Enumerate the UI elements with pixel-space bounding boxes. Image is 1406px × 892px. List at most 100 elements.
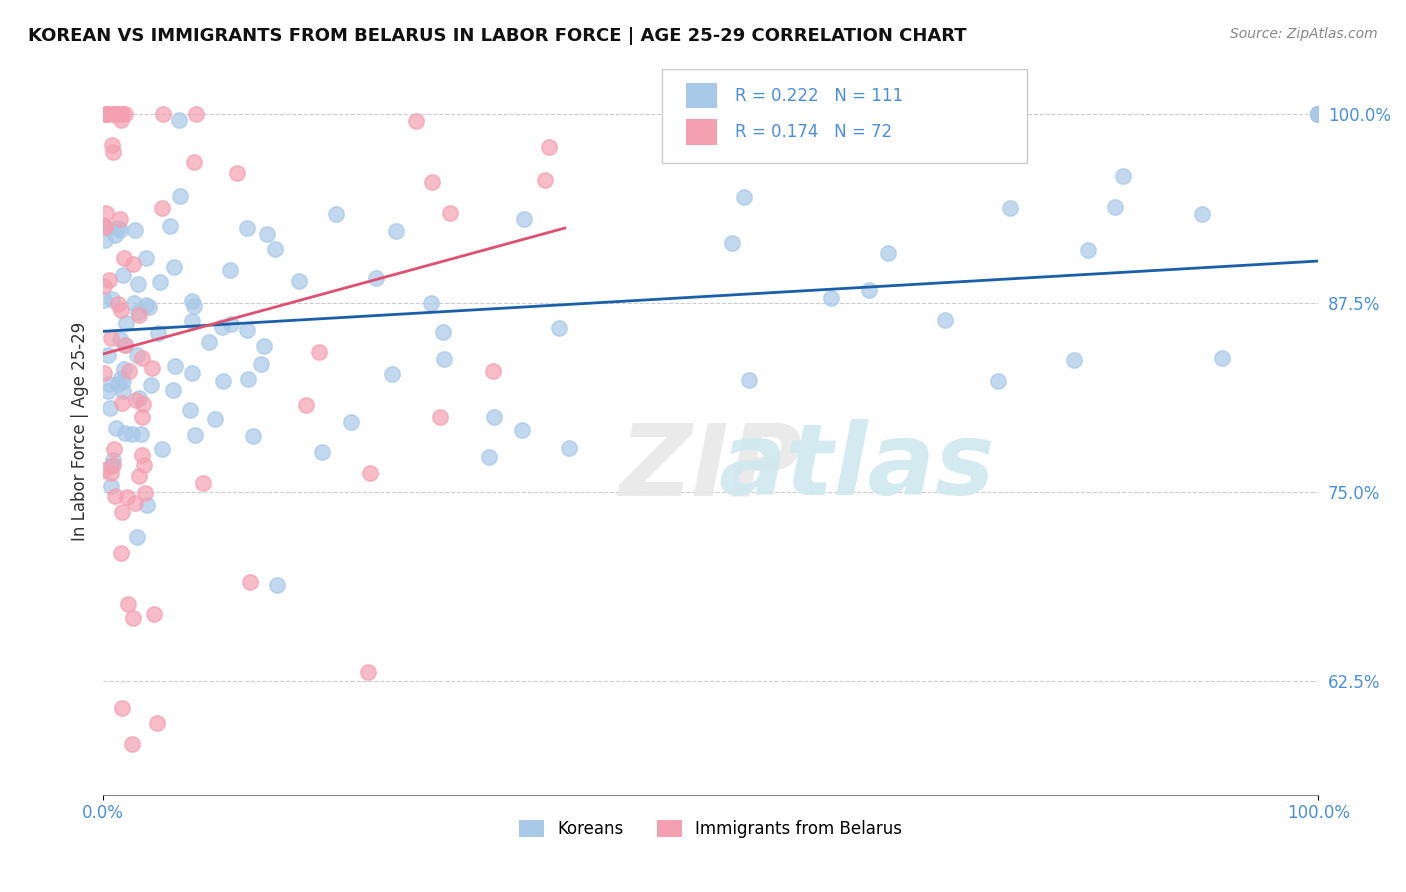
Point [127, 277, 149, 291]
Point [180, 314, 202, 328]
Point [733, 190, 755, 204]
Point [1308, 107, 1330, 121]
Point [141, 361, 163, 376]
Point [128, 391, 150, 405]
Point [98, 401, 121, 415]
Point [236, 221, 259, 235]
Point [295, 398, 318, 412]
Point [115, 316, 138, 330]
Point [110, 505, 132, 519]
Point [105, 107, 128, 121]
Point [169, 188, 191, 202]
Point [211, 374, 233, 388]
Point [184, 107, 207, 121]
Point [107, 107, 129, 121]
Point [114, 426, 136, 441]
Point [138, 301, 160, 315]
Point [104, 227, 127, 242]
Point [128, 469, 150, 483]
Point [405, 113, 427, 128]
Point [114, 107, 136, 121]
Point [122, 296, 145, 310]
Point [184, 428, 207, 442]
Point [1308, 107, 1330, 121]
Point [103, 107, 125, 121]
Point [162, 384, 184, 398]
Point [239, 574, 262, 589]
Point [287, 275, 309, 289]
Point [103, 107, 125, 121]
Point [534, 173, 557, 187]
Point [97, 348, 120, 362]
Point [357, 665, 380, 679]
Point [1308, 107, 1330, 121]
Point [256, 227, 278, 242]
Point [103, 442, 125, 457]
Point [93, 293, 115, 307]
Point [364, 271, 387, 285]
Point [263, 243, 285, 257]
Point [510, 423, 533, 437]
Point [820, 291, 842, 305]
Point [108, 211, 131, 226]
Point [238, 372, 260, 386]
Point [152, 107, 174, 121]
Point [103, 489, 125, 503]
Point [738, 373, 761, 387]
Point [1211, 351, 1233, 365]
Point [97, 384, 120, 398]
Point [1308, 107, 1330, 121]
Point [901, 107, 924, 121]
Point [183, 299, 205, 313]
Point [115, 490, 138, 504]
Point [1308, 107, 1330, 121]
Point [110, 546, 132, 560]
Point [181, 366, 204, 380]
Point [101, 458, 124, 472]
Point [96, 206, 118, 220]
Point [107, 297, 129, 311]
Point [1308, 107, 1330, 121]
Point [114, 338, 136, 352]
Point [934, 313, 956, 327]
Text: R = 0.174   N = 72: R = 0.174 N = 72 [735, 123, 893, 142]
Point [108, 332, 131, 346]
Text: R = 0.222   N = 111: R = 0.222 N = 111 [735, 87, 903, 105]
Point [110, 112, 132, 127]
Point [146, 715, 169, 730]
Point [121, 737, 143, 751]
Point [117, 597, 139, 611]
Point [104, 421, 127, 435]
Point [340, 415, 363, 429]
Point [987, 375, 1010, 389]
Point [139, 378, 162, 392]
Point [93, 278, 115, 293]
Point [482, 364, 505, 378]
Point [1077, 243, 1099, 257]
Point [100, 107, 122, 121]
Point [266, 578, 288, 592]
Point [111, 107, 134, 121]
Point [219, 317, 242, 331]
Point [111, 701, 134, 715]
Point [136, 498, 159, 512]
Point [384, 224, 406, 238]
Point [143, 607, 166, 621]
Point [478, 450, 501, 465]
Point [131, 426, 153, 441]
Point [1308, 107, 1330, 121]
Point [98, 273, 121, 287]
Point [180, 294, 202, 309]
Point [721, 235, 744, 250]
Point [94, 219, 117, 234]
FancyBboxPatch shape [686, 120, 717, 145]
Point [101, 452, 124, 467]
Point [1063, 352, 1085, 367]
Point [998, 202, 1021, 216]
Point [111, 268, 134, 283]
Point [132, 396, 155, 410]
Point [1104, 200, 1126, 214]
Point [253, 338, 276, 352]
Text: atlas: atlas [718, 419, 995, 516]
Point [163, 260, 186, 275]
